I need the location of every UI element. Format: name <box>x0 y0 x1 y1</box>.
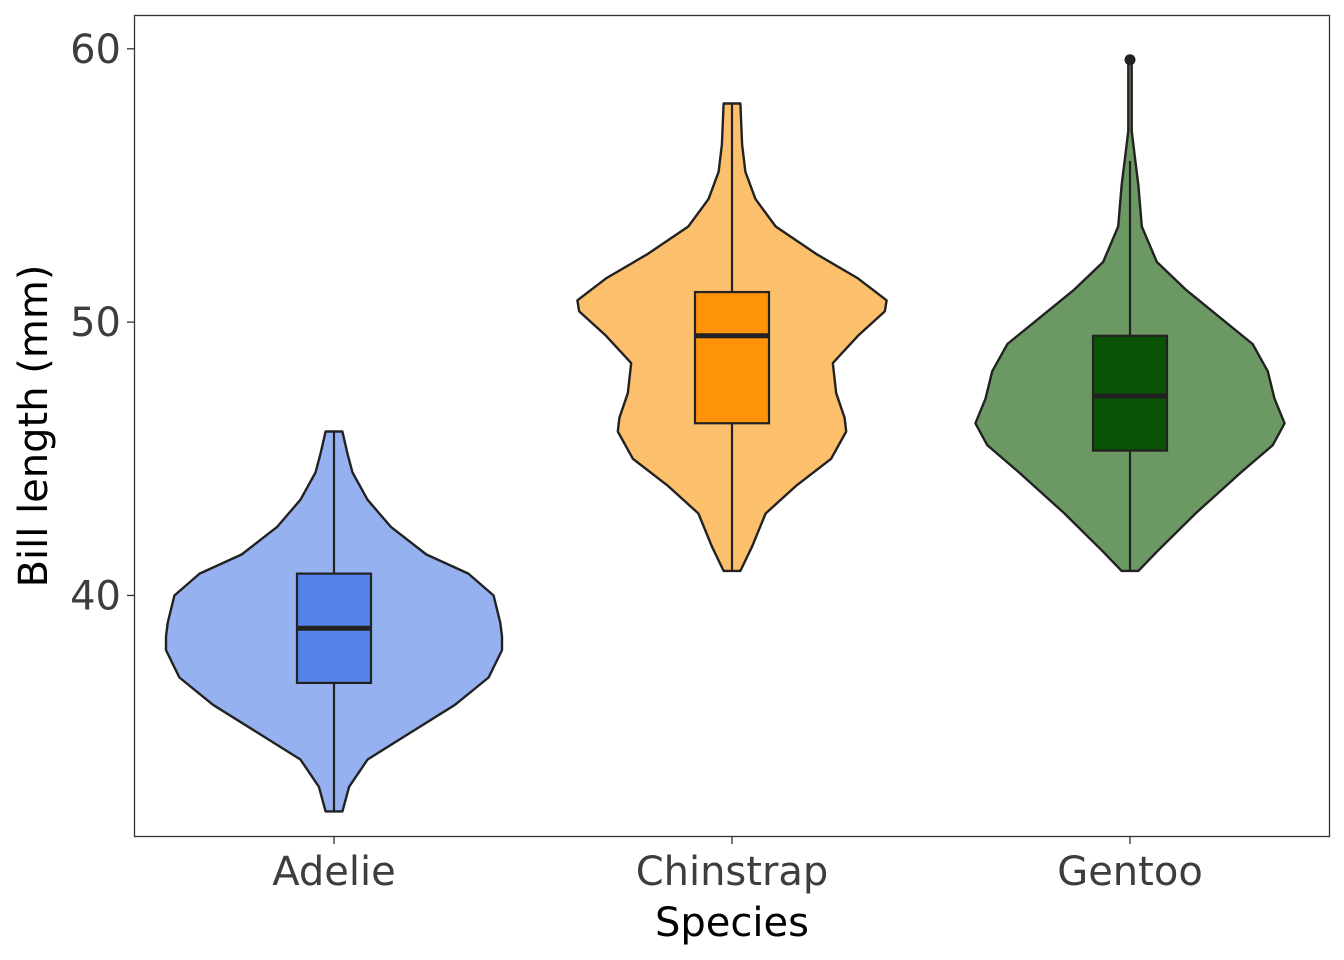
y-tick-label: 40 <box>70 573 121 619</box>
box <box>1091 334 1169 452</box>
x-axis-title: Species <box>655 900 809 946</box>
violin-group-adelie <box>164 430 504 813</box>
chart-marks <box>164 54 1286 813</box>
x-tick-label: Gentoo <box>1057 849 1203 895</box>
x-tick-label: Adelie <box>272 849 396 895</box>
y-tick-label: 60 <box>70 27 121 73</box>
x-tick-label: Chinstrap <box>636 849 829 895</box>
violin-group-chinstrap <box>576 102 888 573</box>
y-axis-title: Bill length (mm) <box>11 265 57 588</box>
y-tick-label: 50 <box>70 300 121 346</box>
box <box>693 290 771 425</box>
y-axis: 40 50 60 <box>70 27 135 619</box>
outlier-point <box>1124 54 1136 66</box>
violin-group-gentoo <box>974 54 1286 573</box>
x-axis: Adelie Chinstrap Gentoo <box>272 836 1203 895</box>
